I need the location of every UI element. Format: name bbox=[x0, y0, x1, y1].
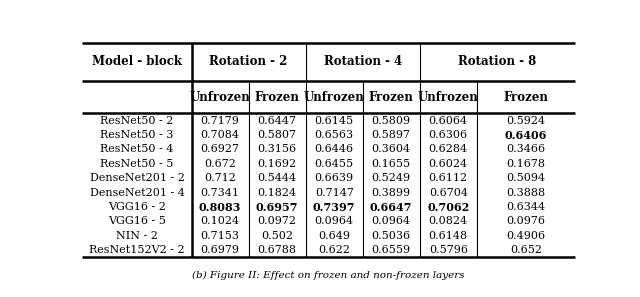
Text: ResNet50 - 3: ResNet50 - 3 bbox=[100, 130, 173, 140]
Text: Rotation - 2: Rotation - 2 bbox=[209, 56, 288, 68]
Text: 0.5444: 0.5444 bbox=[257, 173, 297, 183]
Text: Frozen: Frozen bbox=[369, 91, 413, 104]
Text: 0.712: 0.712 bbox=[204, 173, 236, 183]
Text: 0.5094: 0.5094 bbox=[506, 173, 545, 183]
Text: 0.5809: 0.5809 bbox=[372, 116, 411, 126]
Text: 0.672: 0.672 bbox=[204, 159, 236, 169]
Text: 0.7153: 0.7153 bbox=[200, 231, 239, 241]
Text: 0.652: 0.652 bbox=[510, 245, 542, 255]
Text: 0.1824: 0.1824 bbox=[257, 188, 297, 198]
Text: 0.6145: 0.6145 bbox=[315, 116, 354, 126]
Text: (b) Figure II: Effect on frozen and non-frozen layers: (b) Figure II: Effect on frozen and non-… bbox=[192, 271, 464, 280]
Text: 0.1024: 0.1024 bbox=[200, 217, 240, 226]
Text: 0.4906: 0.4906 bbox=[506, 231, 545, 241]
Text: 0.6647: 0.6647 bbox=[370, 202, 413, 213]
Text: 0.5807: 0.5807 bbox=[258, 130, 297, 140]
Text: Frozen: Frozen bbox=[255, 91, 300, 104]
Text: 0.6927: 0.6927 bbox=[200, 144, 239, 154]
Text: 0.1655: 0.1655 bbox=[372, 159, 411, 169]
Text: 0.6455: 0.6455 bbox=[315, 159, 354, 169]
Text: 0.502: 0.502 bbox=[261, 231, 293, 241]
Text: VGG16 - 5: VGG16 - 5 bbox=[108, 217, 166, 226]
Text: ResNet50 - 2: ResNet50 - 2 bbox=[100, 116, 173, 126]
Text: 0.3156: 0.3156 bbox=[257, 144, 297, 154]
Text: 0.6639: 0.6639 bbox=[315, 173, 354, 183]
Text: 0.1692: 0.1692 bbox=[257, 159, 297, 169]
Text: ResNet50 - 4: ResNet50 - 4 bbox=[100, 144, 173, 154]
Text: 0.5796: 0.5796 bbox=[429, 245, 468, 255]
Text: 0.649: 0.649 bbox=[318, 231, 350, 241]
Text: 0.1678: 0.1678 bbox=[506, 159, 545, 169]
Text: 0.622: 0.622 bbox=[318, 245, 350, 255]
Text: 0.6559: 0.6559 bbox=[372, 245, 411, 255]
Text: ResNet50 - 5: ResNet50 - 5 bbox=[100, 159, 173, 169]
Text: 0.8083: 0.8083 bbox=[199, 202, 241, 213]
Text: Rotation - 8: Rotation - 8 bbox=[458, 56, 536, 68]
Text: 0.6447: 0.6447 bbox=[258, 116, 297, 126]
Text: 0.0976: 0.0976 bbox=[506, 217, 545, 226]
Text: 0.5036: 0.5036 bbox=[372, 231, 411, 241]
Text: 0.7341: 0.7341 bbox=[200, 188, 239, 198]
Text: 0.3604: 0.3604 bbox=[372, 144, 411, 154]
Text: 0.5897: 0.5897 bbox=[372, 130, 411, 140]
Text: 0.6704: 0.6704 bbox=[429, 188, 468, 198]
Text: Unfrozen: Unfrozen bbox=[189, 91, 250, 104]
Text: Model - block: Model - block bbox=[92, 56, 182, 68]
Text: 0.6446: 0.6446 bbox=[315, 144, 354, 154]
Text: 0.0964: 0.0964 bbox=[315, 217, 354, 226]
Text: 0.5249: 0.5249 bbox=[372, 173, 411, 183]
Text: 0.5924: 0.5924 bbox=[506, 116, 545, 126]
Text: 0.6112: 0.6112 bbox=[429, 173, 468, 183]
Text: 0.6563: 0.6563 bbox=[315, 130, 354, 140]
Text: DenseNet201 - 4: DenseNet201 - 4 bbox=[90, 188, 184, 198]
Text: 0.0964: 0.0964 bbox=[372, 217, 411, 226]
Text: Unfrozen: Unfrozen bbox=[418, 91, 479, 104]
Text: 0.6306: 0.6306 bbox=[429, 130, 468, 140]
Text: 0.0972: 0.0972 bbox=[258, 217, 297, 226]
Text: 0.6406: 0.6406 bbox=[505, 129, 547, 140]
Text: NIN - 2: NIN - 2 bbox=[116, 231, 158, 241]
Text: 0.7062: 0.7062 bbox=[427, 202, 469, 213]
Text: 0.3466: 0.3466 bbox=[506, 144, 545, 154]
Text: 0.6024: 0.6024 bbox=[429, 159, 468, 169]
Text: 0.7397: 0.7397 bbox=[313, 202, 355, 213]
Text: ResNet152V2 - 2: ResNet152V2 - 2 bbox=[89, 245, 185, 255]
Text: 0.6148: 0.6148 bbox=[429, 231, 468, 241]
Text: VGG16 - 2: VGG16 - 2 bbox=[108, 202, 166, 212]
Text: 0.3899: 0.3899 bbox=[372, 188, 411, 198]
Text: 0.3888: 0.3888 bbox=[506, 188, 545, 198]
Text: Frozen: Frozen bbox=[504, 91, 548, 104]
Text: 0.7179: 0.7179 bbox=[201, 116, 239, 126]
Text: 0.6788: 0.6788 bbox=[258, 245, 297, 255]
Text: 0.7084: 0.7084 bbox=[200, 130, 239, 140]
Text: DenseNet201 - 2: DenseNet201 - 2 bbox=[90, 173, 184, 183]
Text: Rotation - 4: Rotation - 4 bbox=[324, 56, 402, 68]
Text: 0.6284: 0.6284 bbox=[429, 144, 468, 154]
Text: 0.6957: 0.6957 bbox=[256, 202, 298, 213]
Text: 0.6344: 0.6344 bbox=[506, 202, 545, 212]
Text: 0.0824: 0.0824 bbox=[429, 217, 468, 226]
Text: 0.6064: 0.6064 bbox=[429, 116, 468, 126]
Text: 0.7147: 0.7147 bbox=[315, 188, 354, 198]
Text: 0.6979: 0.6979 bbox=[200, 245, 239, 255]
Text: Unfrozen: Unfrozen bbox=[304, 91, 365, 104]
